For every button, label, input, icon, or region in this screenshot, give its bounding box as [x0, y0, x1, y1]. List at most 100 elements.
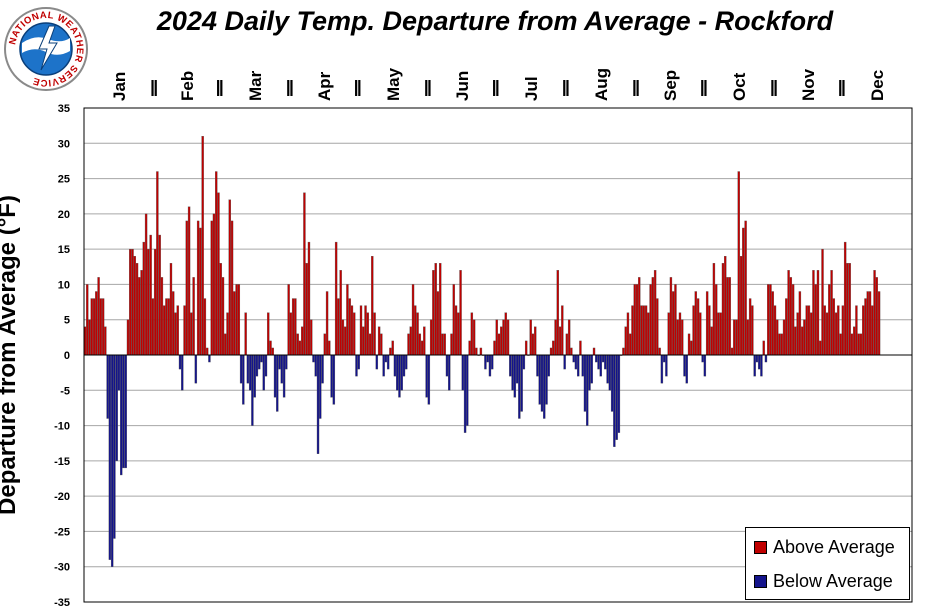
- bar: [703, 354, 707, 377]
- bar: [282, 354, 286, 398]
- bar: [599, 354, 602, 377]
- bar: [717, 312, 720, 356]
- bar: [99, 298, 103, 356]
- bar: [565, 333, 569, 356]
- bar: [407, 333, 410, 356]
- bar: [504, 312, 507, 356]
- bar: [674, 284, 677, 356]
- month-separator: [355, 80, 361, 96]
- bar: [86, 284, 89, 356]
- bar: [362, 326, 365, 356]
- bar: [816, 270, 820, 356]
- bar: [837, 305, 840, 356]
- bar: [97, 277, 100, 356]
- bar: [366, 312, 369, 356]
- bar: [418, 333, 422, 356]
- bar: [287, 284, 290, 356]
- bar: [475, 347, 478, 356]
- bar: [391, 340, 394, 356]
- bar: [543, 354, 546, 419]
- bar: [237, 284, 241, 356]
- bar: [450, 333, 453, 356]
- bar: [248, 354, 252, 391]
- bar: [380, 333, 383, 356]
- bar: [325, 291, 329, 356]
- bar: [303, 192, 306, 356]
- bar: [271, 347, 274, 356]
- bar: [205, 347, 209, 356]
- bar: [258, 354, 261, 370]
- bar: [624, 326, 627, 356]
- bar: [217, 192, 220, 356]
- bar: [226, 312, 229, 356]
- bar: [230, 220, 234, 356]
- y-tick-label: -35: [54, 597, 70, 609]
- bar: [644, 305, 648, 356]
- bar: [855, 305, 858, 356]
- bar: [346, 284, 349, 356]
- bar: [730, 347, 734, 356]
- bar: [221, 277, 225, 356]
- bar: [735, 319, 738, 356]
- bar: [665, 354, 668, 377]
- y-tick-label: -25: [54, 526, 70, 538]
- bar: [807, 305, 811, 356]
- bar: [653, 270, 657, 356]
- month-label: Mar: [246, 70, 265, 101]
- y-tick-label: 15: [58, 244, 70, 256]
- bar: [708, 305, 711, 356]
- bar: [224, 333, 227, 356]
- bar: [513, 354, 517, 398]
- bar: [877, 291, 881, 356]
- bar: [425, 354, 428, 398]
- bar: [511, 354, 514, 391]
- bar: [715, 284, 718, 356]
- month-label: Jun: [453, 71, 472, 101]
- bar: [323, 333, 326, 356]
- month-separator: [839, 80, 845, 96]
- bar: [350, 305, 354, 356]
- month-separator: [425, 80, 431, 96]
- bar: [122, 354, 125, 469]
- bar: [524, 340, 528, 356]
- bar: [156, 171, 159, 356]
- bar: [742, 227, 745, 356]
- bar: [368, 333, 372, 356]
- bar: [285, 354, 288, 370]
- bar: [613, 354, 616, 447]
- bar: [468, 340, 471, 356]
- bar: [667, 312, 670, 356]
- bar: [669, 277, 673, 356]
- bar: [626, 312, 630, 356]
- month-separator: [217, 80, 223, 96]
- bar: [794, 326, 797, 356]
- bar: [160, 277, 164, 356]
- bar: [172, 291, 175, 356]
- bar: [196, 220, 200, 356]
- bar: [803, 319, 806, 356]
- month-separator: [493, 80, 499, 96]
- bar: [617, 354, 621, 433]
- bar: [384, 354, 388, 363]
- legend-label-above: Above Average: [773, 536, 895, 557]
- bar: [321, 354, 324, 384]
- bar: [129, 248, 132, 356]
- bar: [233, 291, 236, 356]
- bar: [203, 298, 207, 356]
- bar: [298, 340, 302, 356]
- bar: [554, 319, 557, 356]
- bar: [556, 270, 560, 356]
- bar: [687, 333, 691, 356]
- y-tick-label: -5: [60, 385, 70, 397]
- bar: [88, 319, 91, 356]
- bar: [427, 354, 431, 405]
- bar: [868, 291, 872, 356]
- bar: [153, 248, 157, 356]
- bar: [773, 305, 777, 356]
- bar: [712, 263, 716, 356]
- month-label: Jul: [522, 76, 541, 101]
- bar: [608, 354, 612, 391]
- bar: [739, 256, 743, 356]
- bar: [398, 354, 401, 398]
- bar: [733, 319, 736, 356]
